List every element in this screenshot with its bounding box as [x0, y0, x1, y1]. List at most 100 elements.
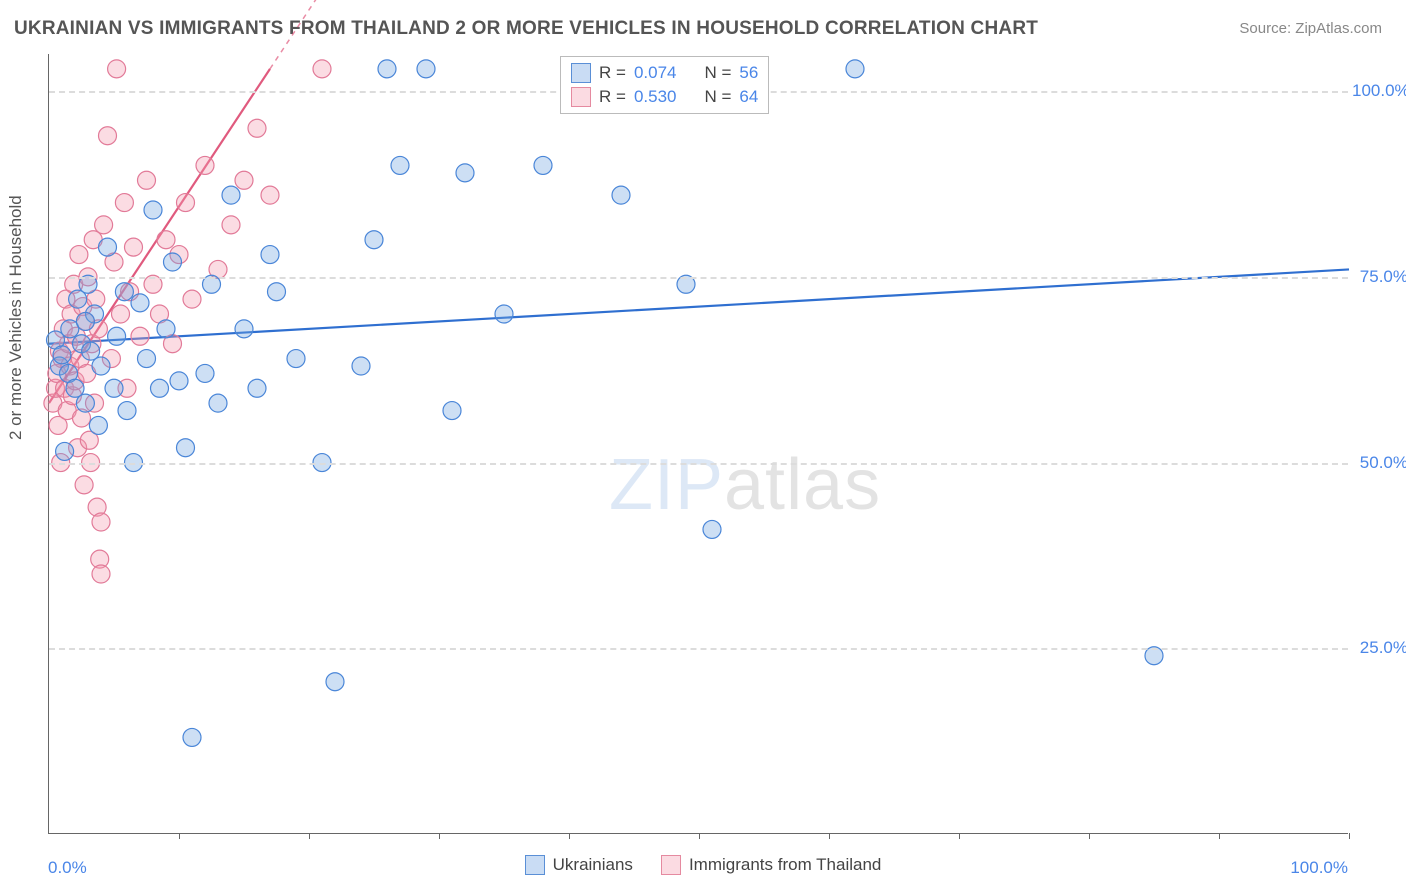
data-point-ukrainians [108, 327, 126, 345]
data-point-ukrainians [417, 60, 435, 78]
x-tick [699, 833, 700, 839]
data-point-ukrainians [495, 305, 513, 323]
data-point-thailand [95, 216, 113, 234]
y-tick-label: 25.0% [1352, 638, 1406, 658]
data-point-ukrainians [352, 357, 370, 375]
plot-area: ZIPatlas 25.0%50.0%75.0%100.0% [48, 54, 1348, 834]
data-point-ukrainians [99, 238, 117, 256]
legend-r-label: R = [599, 61, 626, 85]
legend-swatch [571, 63, 591, 83]
data-point-ukrainians [89, 416, 107, 434]
x-tick [829, 833, 830, 839]
data-point-ukrainians [118, 402, 136, 420]
data-point-ukrainians [703, 520, 721, 538]
legend-swatch [661, 855, 681, 875]
y-axis-label: 2 or more Vehicles in Household [6, 195, 26, 440]
data-point-ukrainians [131, 294, 149, 312]
data-point-ukrainians [235, 320, 253, 338]
x-tick [439, 833, 440, 839]
data-point-ukrainians [391, 156, 409, 174]
data-point-thailand [248, 119, 266, 137]
correlation-legend: R = 0.074 N = 56 R = 0.530 N = 64 [560, 56, 769, 114]
data-point-ukrainians [287, 350, 305, 368]
legend-r-value: 0.530 [634, 85, 677, 109]
source-label: Source: [1239, 20, 1295, 37]
series-legend: Ukrainians Immigrants from Thailand [0, 855, 1406, 880]
data-point-thailand [70, 246, 88, 264]
legend-swatch [571, 87, 591, 107]
bottom-legend-item: Ukrainians [525, 855, 633, 875]
data-point-thailand [92, 513, 110, 531]
data-point-ukrainians [170, 372, 188, 390]
data-point-ukrainians [456, 164, 474, 182]
data-point-ukrainians [92, 357, 110, 375]
data-point-thailand [196, 156, 214, 174]
chart-title: UKRAINIAN VS IMMIGRANTS FROM THAILAND 2 … [14, 18, 1038, 40]
data-point-thailand [157, 231, 175, 249]
data-point-thailand [261, 186, 279, 204]
data-point-ukrainians [846, 60, 864, 78]
data-point-thailand [125, 238, 143, 256]
data-point-ukrainians [151, 379, 169, 397]
gridline [49, 463, 1348, 465]
data-point-thailand [112, 305, 130, 323]
data-point-ukrainians [105, 379, 123, 397]
legend-swatch [525, 855, 545, 875]
x-tick [1219, 833, 1220, 839]
data-point-ukrainians [196, 364, 214, 382]
data-point-ukrainians [164, 253, 182, 271]
legend-n-label: N = [704, 61, 731, 85]
gridline [49, 648, 1348, 650]
data-point-thailand [235, 171, 253, 189]
x-tick [569, 833, 570, 839]
data-point-ukrainians [183, 728, 201, 746]
data-point-thailand [92, 565, 110, 583]
data-point-thailand [108, 60, 126, 78]
legend-r-label: R = [599, 85, 626, 109]
legend-series-label: Ukrainians [553, 855, 633, 875]
data-point-ukrainians [261, 246, 279, 264]
data-point-thailand [115, 194, 133, 212]
data-point-ukrainians [115, 283, 133, 301]
data-point-thailand [313, 60, 331, 78]
source-value: ZipAtlas.com [1295, 20, 1382, 37]
data-point-thailand [99, 127, 117, 145]
x-tick [1349, 833, 1350, 839]
data-point-thailand [183, 290, 201, 308]
data-point-ukrainians [248, 379, 266, 397]
data-point-thailand [177, 194, 195, 212]
data-point-ukrainians [443, 402, 461, 420]
data-point-ukrainians [534, 156, 552, 174]
data-point-ukrainians [56, 442, 74, 460]
legend-n-value: 64 [739, 85, 758, 109]
x-tick [959, 833, 960, 839]
data-point-ukrainians [157, 320, 175, 338]
data-point-ukrainians [326, 673, 344, 691]
y-tick-label: 100.0% [1352, 81, 1406, 101]
x-tick [309, 833, 310, 839]
legend-series-label: Immigrants from Thailand [689, 855, 881, 875]
legend-n-value: 56 [739, 61, 758, 85]
data-point-ukrainians [138, 350, 156, 368]
source-attribution: Source: ZipAtlas.com [1239, 20, 1382, 37]
data-point-ukrainians [209, 394, 227, 412]
data-point-ukrainians [144, 201, 162, 219]
data-point-thailand [131, 327, 149, 345]
bottom-legend-item: Immigrants from Thailand [661, 855, 881, 875]
data-point-ukrainians [612, 186, 630, 204]
plot-svg [49, 54, 1348, 833]
y-tick-label: 75.0% [1352, 267, 1406, 287]
data-point-thailand [75, 476, 93, 494]
data-point-ukrainians [222, 186, 240, 204]
legend-row-thailand: R = 0.530 N = 64 [571, 85, 758, 109]
legend-n-label: N = [704, 85, 731, 109]
legend-r-value: 0.074 [634, 61, 677, 85]
data-point-ukrainians [378, 60, 396, 78]
x-tick [179, 833, 180, 839]
gridline [49, 277, 1348, 279]
data-point-ukrainians [76, 394, 94, 412]
data-point-ukrainians [365, 231, 383, 249]
data-point-thailand [222, 216, 240, 234]
legend-row-ukrainians: R = 0.074 N = 56 [571, 61, 758, 85]
data-point-ukrainians [268, 283, 286, 301]
